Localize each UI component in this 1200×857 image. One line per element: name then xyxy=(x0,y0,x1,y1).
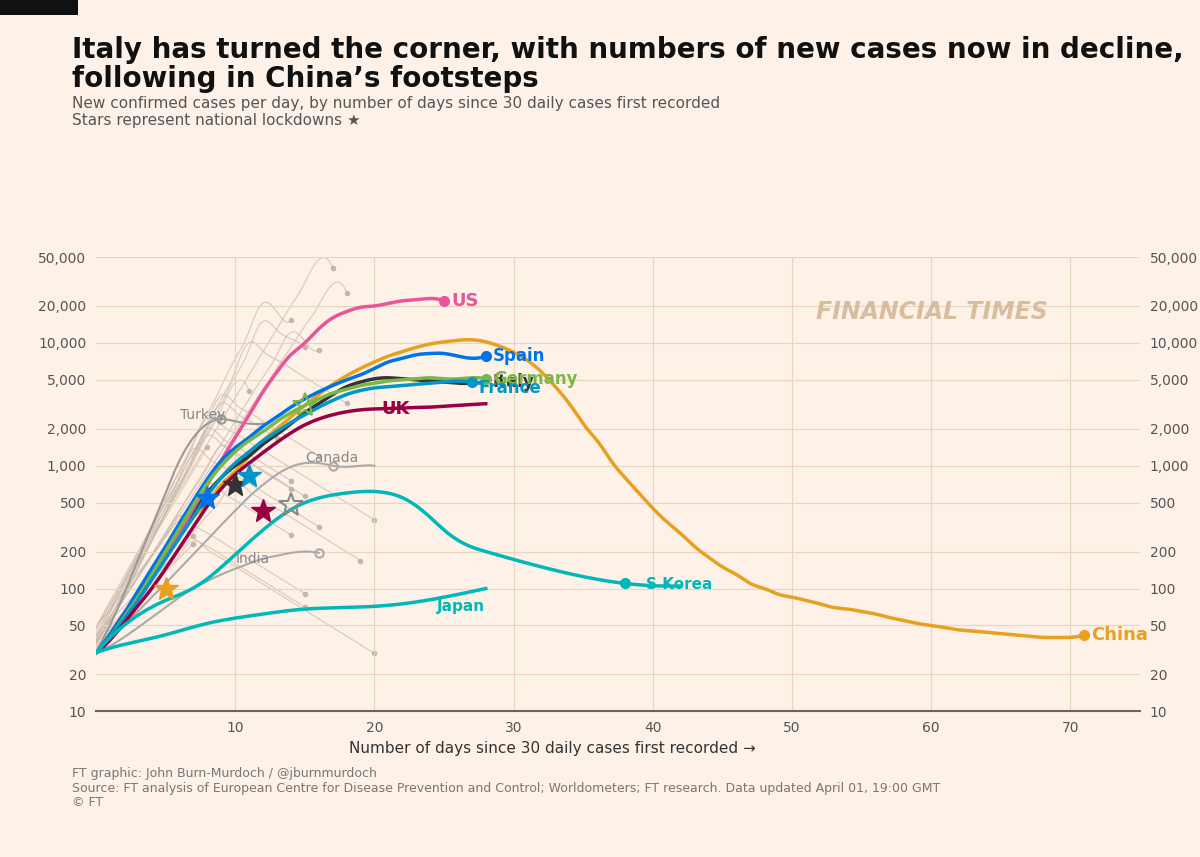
Text: Italy: Italy xyxy=(493,373,534,391)
Text: Germany: Germany xyxy=(493,370,577,388)
Text: following in China’s footsteps: following in China’s footsteps xyxy=(72,65,539,93)
Text: UK: UK xyxy=(382,400,409,418)
Text: © FT: © FT xyxy=(72,796,103,809)
Text: Japan: Japan xyxy=(437,598,485,614)
Text: Number of days since 30 daily cases first recorded →: Number of days since 30 daily cases firs… xyxy=(349,741,755,757)
Text: New confirmed cases per day, by number of days since 30 daily cases first record: New confirmed cases per day, by number o… xyxy=(72,96,720,111)
Text: China: China xyxy=(1091,626,1148,644)
Text: France: France xyxy=(479,379,541,397)
Text: India: India xyxy=(235,552,269,566)
Text: US: US xyxy=(451,292,479,310)
Text: FT graphic: John Burn-Murdoch / @jburnmurdoch: FT graphic: John Burn-Murdoch / @jburnmu… xyxy=(72,767,377,780)
Text: Italy has turned the corner, with numbers of new cases now in decline,: Italy has turned the corner, with number… xyxy=(72,36,1183,64)
Text: Spain: Spain xyxy=(493,347,545,365)
Text: Stars represent national lockdowns ★: Stars represent national lockdowns ★ xyxy=(72,113,361,129)
Text: Canada: Canada xyxy=(305,452,358,465)
Text: S Korea: S Korea xyxy=(646,577,713,592)
Text: Turkey: Turkey xyxy=(180,408,224,422)
Text: Source: FT analysis of European Centre for Disease Prevention and Control; World: Source: FT analysis of European Centre f… xyxy=(72,782,941,794)
Text: FINANCIAL TIMES: FINANCIAL TIMES xyxy=(816,300,1048,324)
